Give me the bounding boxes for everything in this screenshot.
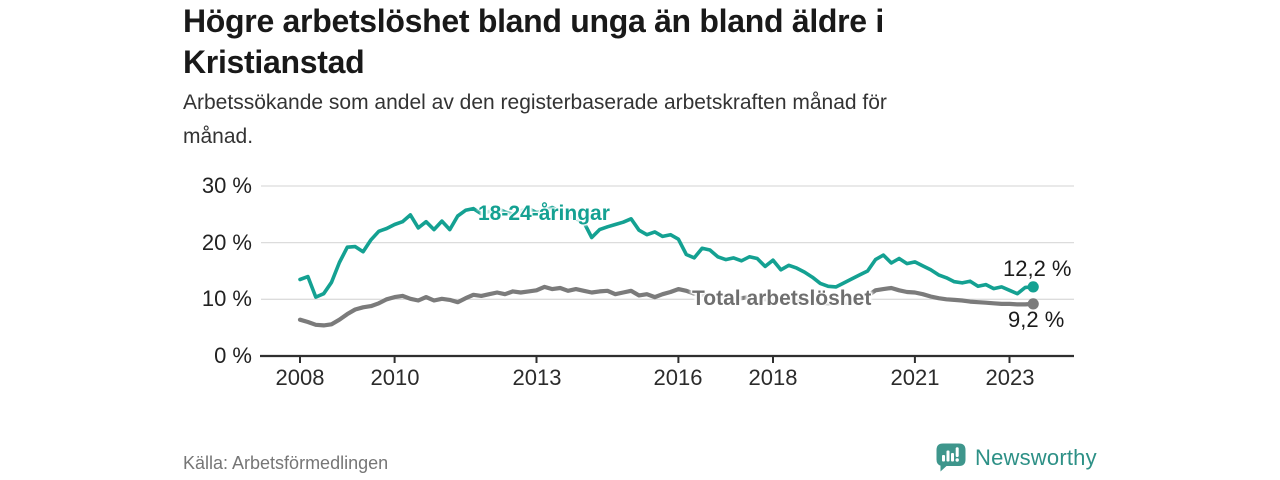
source-note: Källa: Arbetsförmedlingen (183, 453, 389, 473)
series-line-18-24-ringar (298, 205, 1035, 299)
end-value-label-18-24-aringar: 12,2 % (1003, 256, 1072, 281)
series-label-total-arbetsloshet: Total arbetslöshet (692, 287, 872, 310)
x-axis-label-2013: 2013 (512, 365, 562, 390)
chart-subtitle: Arbetssökande som andel av den registerb… (183, 91, 887, 148)
x-axis (260, 354, 1074, 363)
bar-chart-icon (951, 453, 954, 462)
newsworthy-logo-icon (936, 443, 966, 472)
bar-chart-icon (946, 450, 950, 462)
chart-title: Högre arbetslöshet bland unga än bland ä… (183, 3, 884, 80)
x-axis-label-2018: 2018 (748, 365, 798, 390)
series-end-dot-total-arbetsl-shet (1027, 298, 1039, 310)
y-axis-label-10: 10 % (201, 286, 252, 311)
end-value-label-total-arbetsloshet: 9,2 % (1008, 307, 1065, 332)
y-axis-label-20: 20 % (201, 230, 252, 255)
y-axis-label-30: 30 % (201, 173, 252, 198)
exclamation-icon (955, 458, 959, 462)
x-axis-label-2021: 2021 (890, 365, 940, 390)
x-axis-label-2016: 2016 (653, 365, 703, 390)
series-label-18-24-aringar: 18-24-åringar (478, 202, 610, 225)
newsworthy-logo-text: Newsworthy (975, 444, 1097, 470)
newsworthy-logo: Newsworthy (936, 443, 1097, 472)
x-axis-label-2010: 2010 (370, 365, 420, 390)
plot-area (297, 205, 1039, 328)
x-axis-label-2008: 2008 (275, 365, 325, 390)
series-line-total-arbetsl-shet (297, 284, 1036, 328)
bar-chart-icon (942, 455, 945, 462)
series-end-dot-18-24-ringar (1027, 281, 1039, 293)
exclamation-icon (955, 447, 959, 457)
y-axis-label-0: 0 % (214, 343, 252, 368)
x-axis-label-2023: 2023 (985, 365, 1035, 390)
